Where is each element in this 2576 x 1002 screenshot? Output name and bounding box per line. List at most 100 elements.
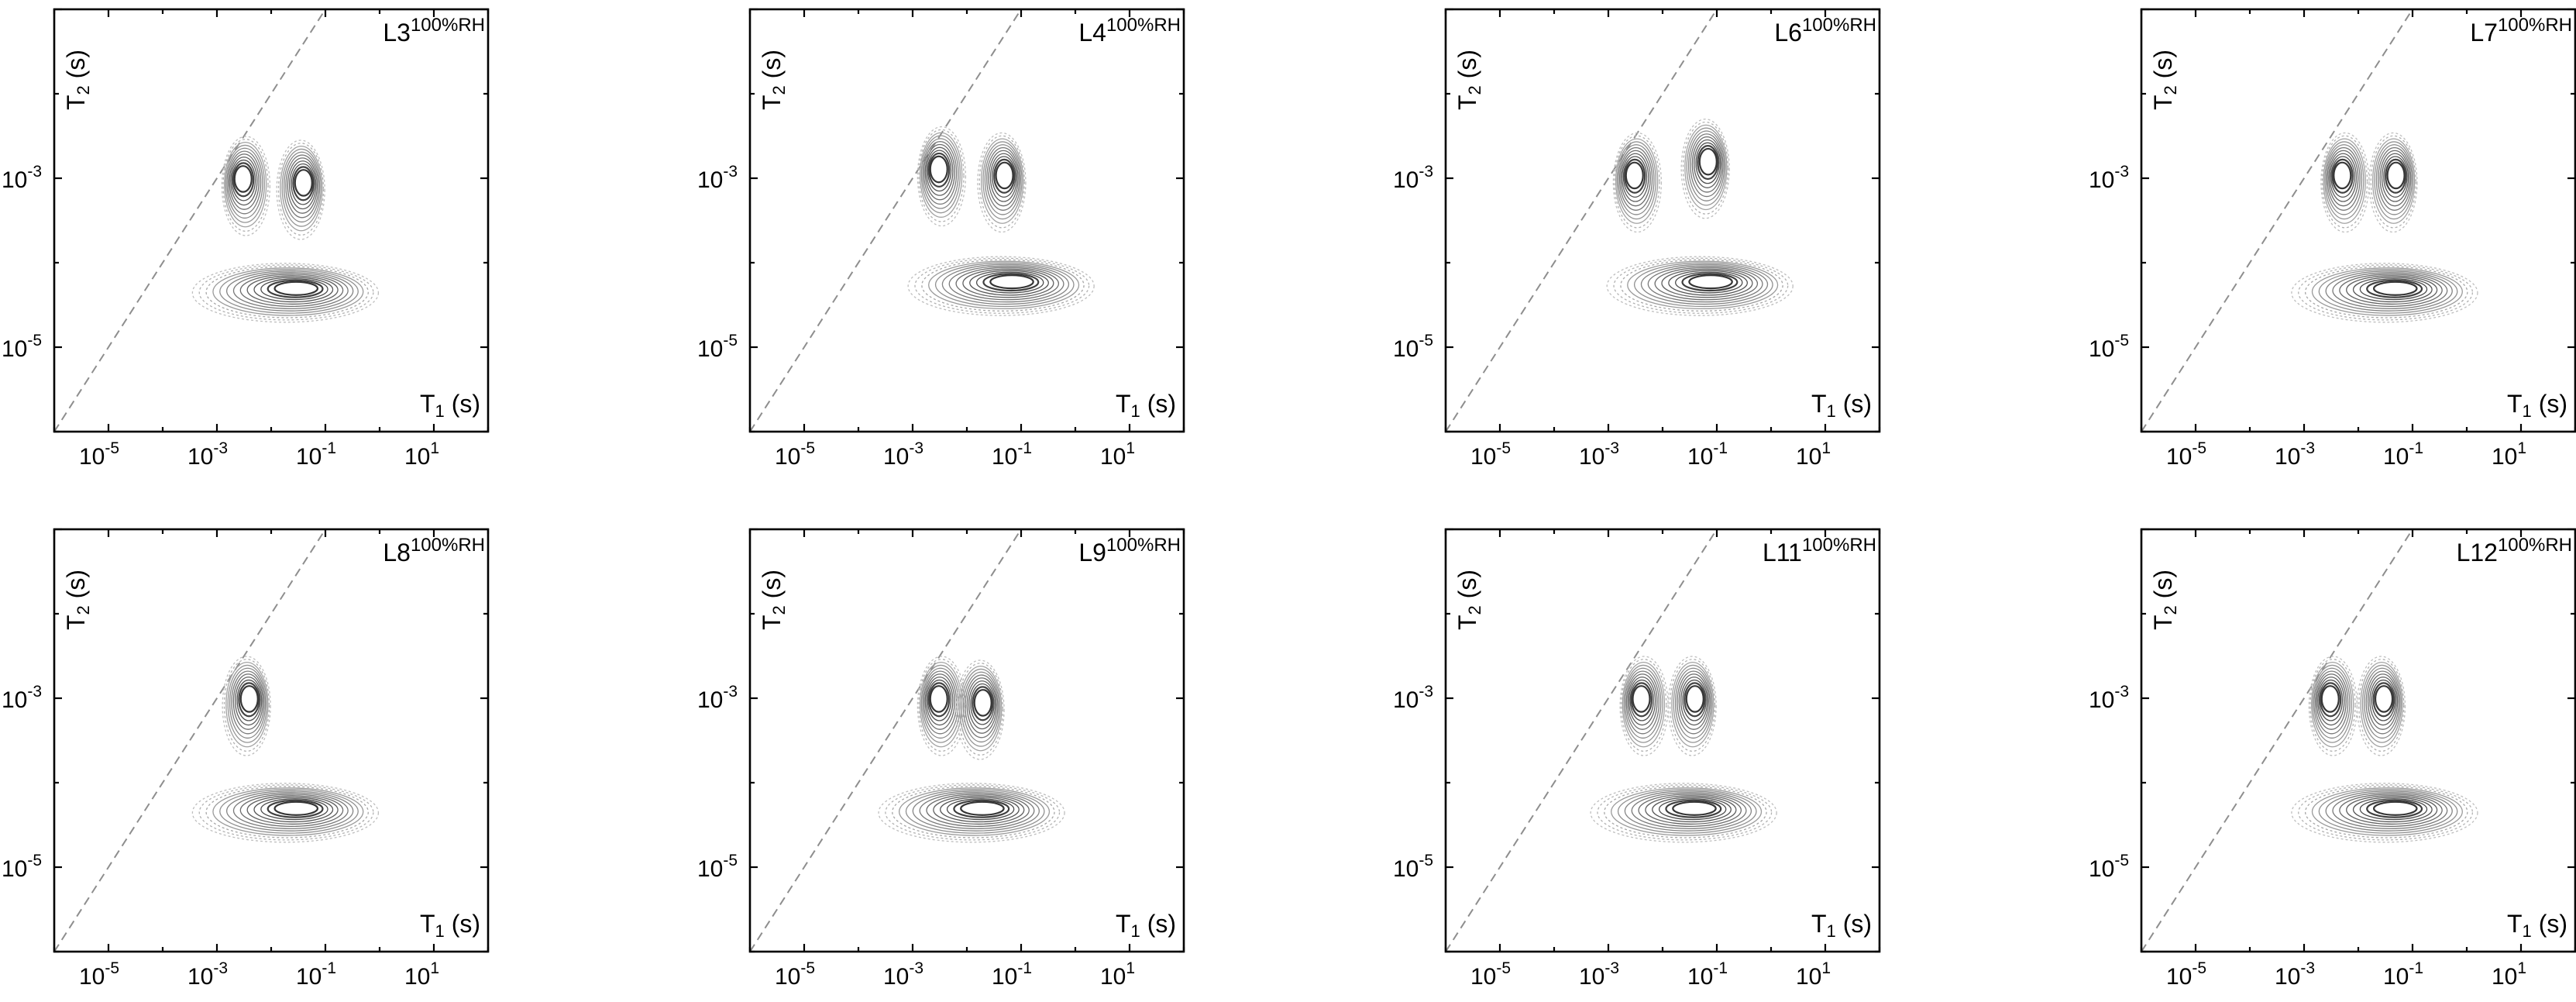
x-tick-label: 10-1 [296, 960, 336, 989]
tick-exponent: -5 [2114, 332, 2130, 349]
contour-ring [232, 162, 255, 198]
contour-ring [2320, 682, 2342, 718]
plot-area [2140, 528, 2576, 953]
panel-title-text: L3 [383, 19, 411, 46]
contour-ring [2375, 144, 2413, 215]
contour-ring [212, 787, 364, 836]
contour-ring [2372, 281, 2418, 296]
contour-ring [920, 132, 963, 218]
contour-panel-l3: 10-5 10-3 10-1 101 10-3 10-5 L3100%RH T1 (s) T2 … [2, 8, 490, 469]
contour-ring [267, 279, 324, 298]
plot-area [53, 528, 490, 953]
contour-ring [1625, 670, 1659, 735]
contour-ring [222, 139, 269, 232]
tick-base: 10 [2275, 964, 2301, 990]
contour-ring [989, 274, 1034, 290]
panel-title-text: L8 [383, 539, 411, 566]
panel-title: L3100%RH [383, 16, 485, 46]
y-axis-title: T2 (s) [758, 570, 789, 630]
contour-ring [982, 273, 1040, 292]
contour-ring [253, 277, 334, 303]
y-tick-label: 10-5 [697, 852, 738, 881]
x-tick-label: 10-5 [775, 960, 815, 990]
contour-ring [2313, 667, 2351, 739]
tick-base: 10 [775, 964, 801, 990]
x-tick-label: 10-5 [1470, 440, 1511, 469]
contour-ring [1631, 792, 1747, 829]
contour-ring [1675, 271, 1743, 294]
contour-ring [1668, 270, 1749, 296]
x-tick-label: 10-3 [883, 440, 923, 469]
plot-area [2140, 8, 2576, 433]
y-title-symbol: T [62, 95, 90, 110]
contour-ring [219, 789, 359, 834]
contour-ring [969, 270, 1049, 296]
tick-base: 10 [2, 167, 28, 193]
x-tick-label: 10-3 [187, 440, 228, 470]
contour-ring [1645, 795, 1737, 825]
contour-peak [1606, 256, 1794, 316]
contour-ring [2332, 272, 2448, 309]
contour-ring [1613, 257, 1789, 314]
y-title-unit: (s) [62, 50, 90, 86]
tick-exponent: -3 [1604, 959, 1620, 977]
x-tick-label: 10-3 [1579, 960, 1619, 990]
tick-exponent: 1 [430, 439, 440, 457]
x-tick-label: 10-5 [775, 440, 815, 469]
y-title-unit: (s) [1453, 50, 1481, 86]
contour-ring [929, 155, 948, 184]
tick-base: 10 [992, 964, 1018, 990]
contour-ring [2329, 153, 2358, 202]
y-axis-title: T2 (s) [2149, 50, 2180, 110]
tick-base: 10 [2166, 444, 2193, 470]
tick-base: 10 [2089, 336, 2115, 362]
y-axis-title: T2 (s) [2149, 570, 2180, 630]
contour-ring [1680, 677, 1708, 726]
contour-peak [1680, 119, 1730, 219]
y-tick-label: 10-3 [2, 683, 42, 712]
contour-ring [2360, 661, 2403, 748]
contour-ring [984, 144, 1022, 215]
y-tick-label: 10-3 [1393, 164, 1433, 193]
y-title-symbol: T [1453, 95, 1481, 110]
contour-ring [2312, 664, 2352, 743]
contour-ring [2366, 279, 2423, 298]
x-axis-title: T1 (s) [1116, 911, 1176, 940]
contour-ring [2324, 141, 2364, 220]
contour-ring [2365, 670, 2399, 735]
tick-base: 10 [1579, 964, 1605, 990]
contour-peak [2368, 132, 2418, 233]
contour-ring [1690, 133, 1724, 198]
diagonal-line [2141, 529, 2413, 952]
panel-title-text: L4 [1078, 19, 1106, 46]
x-tick-label: 10-1 [1687, 960, 1728, 989]
contour-ring [2385, 158, 2407, 194]
contour-ring [2371, 679, 2395, 721]
axes-frame [2140, 8, 2576, 433]
contour-ring [2368, 132, 2418, 233]
tick-base: 10 [2492, 964, 2518, 990]
contour-ring [238, 682, 260, 718]
contour-ring [1674, 667, 1712, 739]
tick-base: 10 [1393, 167, 1419, 193]
contour-ring [992, 156, 1016, 198]
tick-exponent: -5 [105, 439, 120, 457]
contour-ring [2359, 278, 2428, 301]
contour-ring [239, 794, 344, 828]
contour-ring [276, 139, 325, 240]
y-tick-label: 10-3 [2089, 164, 2129, 192]
contour-ring [924, 143, 955, 201]
contour-ring [975, 271, 1044, 294]
x-title-subscript: 1 [435, 921, 445, 941]
tick-base: 10 [187, 444, 214, 470]
tick-base: 10 [2, 336, 28, 362]
x-tick-label: 10-1 [1687, 440, 1728, 469]
contour-ring [898, 787, 1051, 836]
contour-ring [285, 154, 319, 219]
tick-exponent: -3 [2114, 683, 2130, 701]
contour-ring [2383, 156, 2408, 198]
contour-peak [191, 783, 380, 843]
tick-base: 10 [404, 964, 431, 990]
contour-ring [225, 270, 354, 312]
contour-ring [2352, 277, 2433, 303]
